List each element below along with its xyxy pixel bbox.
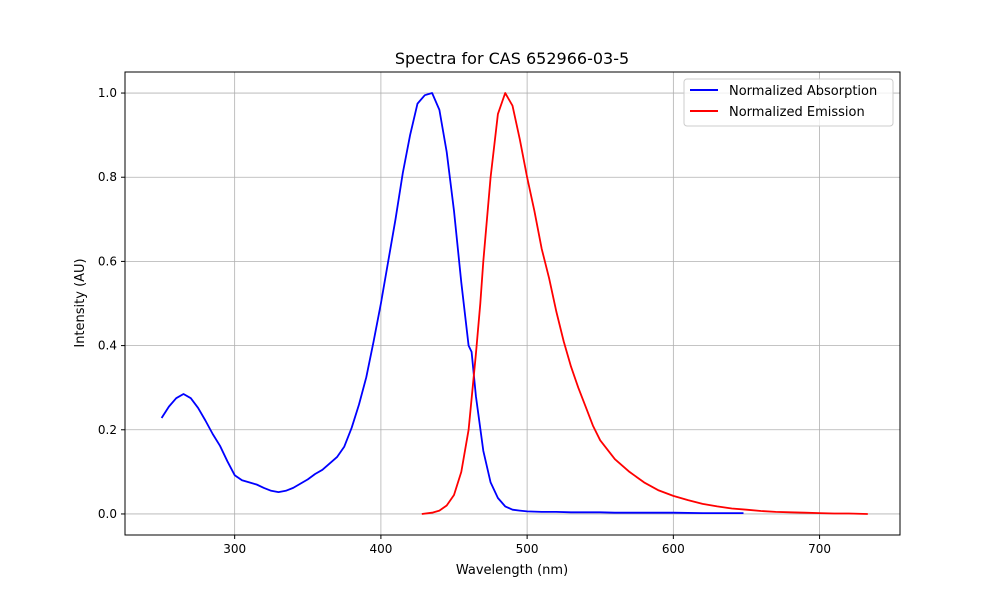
x-tick-label: 400 bbox=[369, 542, 392, 556]
legend-box bbox=[683, 78, 894, 127]
y-tick-label: 1.0 bbox=[98, 86, 117, 100]
emission-line bbox=[421, 92, 868, 515]
y-tick-label: 0.6 bbox=[98, 254, 117, 268]
y-tick-label: 0.2 bbox=[98, 423, 117, 437]
y-axis-label: Intensity (AU) bbox=[73, 258, 88, 347]
x-tick-label: 700 bbox=[808, 542, 831, 556]
legend-absorption-label: Normalized Absorption bbox=[729, 84, 877, 99]
y-tick-label: 0.4 bbox=[98, 339, 117, 353]
plot-area bbox=[125, 72, 900, 535]
chart-title: Spectra for CAS 652966-03-5 bbox=[395, 49, 629, 68]
y-tick-label: 0.8 bbox=[98, 170, 117, 184]
legend-emission-label: Normalized Emission bbox=[729, 105, 865, 120]
x-tick-label: 500 bbox=[516, 542, 539, 556]
legend: Normalized Absorption Normalized Emissio… bbox=[683, 78, 894, 127]
x-axis-ticks: 300 400 500 600 700 bbox=[223, 535, 831, 556]
x-axis-label: Wavelength (nm) bbox=[456, 563, 568, 578]
series-layer bbox=[160, 92, 868, 515]
absorption-line bbox=[160, 92, 744, 514]
x-tick-label: 600 bbox=[662, 542, 685, 556]
plot-frame bbox=[124, 71, 901, 536]
y-tick-label: 0.0 bbox=[98, 507, 117, 521]
y-axis-ticks: 0.0 0.2 0.4 0.6 0.8 1.0 bbox=[98, 86, 125, 521]
x-tick-label: 300 bbox=[223, 542, 246, 556]
